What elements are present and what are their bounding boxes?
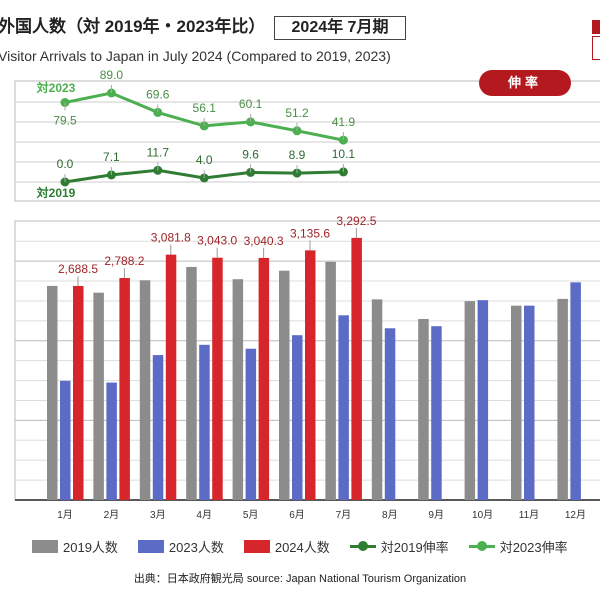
series-name-label: 対2023 [36, 80, 76, 95]
bar-2019人数 [557, 298, 568, 500]
x-tick-label: 9月 [428, 509, 444, 521]
legend-label: 2024人数 [274, 540, 330, 555]
period-box: 2024年 7月期 [274, 16, 406, 40]
bar-2024人数 [212, 257, 223, 500]
line-panel-frame [14, 80, 600, 202]
bar-2019人数 [418, 319, 429, 500]
x-tick-label: 6月 [289, 509, 305, 521]
bar-2019人数 [232, 279, 244, 500]
legend-vs2019: 対2019伸率 [349, 537, 449, 556]
bar-2019人数 [511, 305, 522, 500]
data-label: 69.6 [146, 87, 170, 101]
bar-data-label: 3,081.8 [151, 231, 191, 245]
bar-data-label: 3,040.3 [244, 234, 284, 248]
data-label: 9.6 [242, 147, 259, 161]
bar-data-label: 3,135.6 [290, 226, 330, 240]
bar-2024人数 [351, 237, 362, 500]
legend-line-vs2019 [349, 541, 376, 551]
bar-data-label: 2,788.2 [104, 254, 144, 268]
x-tick-label: 3月 [150, 509, 166, 521]
bar-2019人数 [371, 299, 383, 500]
data-label: 8.9 [289, 148, 306, 162]
legend: 2019人数 2023人数 2024人数 対2019伸率 対2023伸率 [32, 537, 568, 556]
legend-swatch-2024 [243, 540, 270, 553]
x-tick-label: 8月 [382, 509, 398, 521]
data-label: 41.9 [332, 115, 356, 129]
legend-2019: 2019人数 [32, 537, 118, 556]
data-label: 56.1 [193, 101, 217, 115]
bar-2019人数 [186, 266, 197, 500]
legend-label: 2023人数 [168, 540, 224, 555]
bar-2024人数 [119, 278, 130, 500]
bar-2023人数 [106, 382, 117, 500]
legend-label: 2019人数 [63, 540, 118, 555]
bar-2019人数 [325, 261, 336, 500]
bar-data-label: 2,688.5 [58, 262, 98, 276]
bar-2019人数 [279, 270, 290, 500]
bar-2023人数 [524, 305, 535, 500]
data-label: 7.1 [103, 150, 120, 164]
bar-2023人数 [245, 348, 257, 500]
bar-2023人数 [338, 315, 349, 500]
growth-rate-badge: 伸率 [479, 70, 571, 96]
data-label: 11.7 [147, 145, 170, 159]
legend-label: 対2019伸率 [380, 540, 449, 555]
x-tick-label: 4月 [196, 509, 212, 521]
bar-2019人数 [93, 292, 104, 500]
legend-swatch-2019 [32, 540, 58, 553]
x-tick-label: 10月 [472, 509, 493, 521]
bar-2023人数 [384, 328, 396, 500]
bar-2023人数 [152, 355, 164, 500]
chart-subtitle: Visitor Arrivals to Japan in July 2024 (… [0, 48, 391, 64]
bar-2023人数 [199, 344, 210, 500]
legend-2024: 2024人数 [243, 537, 330, 556]
bar-2019人数 [47, 285, 58, 500]
corner-decoration [592, 20, 600, 34]
source-note: 出典：日本政府観光局 source: Japan National Touris… [133, 573, 467, 585]
legend-line-vs2023 [468, 541, 495, 551]
bar-2023人数 [570, 282, 581, 500]
series-name-label: 対2019 [36, 185, 76, 200]
legend-vs2023: 対2023伸率 [468, 537, 568, 556]
bar-data-label: 3,043.0 [197, 234, 237, 248]
bar-2023人数 [477, 300, 489, 500]
data-label: 10.1 [332, 147, 356, 161]
x-tick-label: 5月 [243, 509, 259, 521]
bar-2019人数 [464, 301, 476, 500]
legend-label: 対2023伸率 [499, 540, 568, 555]
bar-2019人数 [139, 280, 151, 500]
bar-data-label: 3,292.5 [336, 214, 376, 228]
x-tick-label: 2月 [104, 509, 120, 521]
corner-decoration-frame [592, 36, 600, 60]
bar-2023人数 [60, 380, 71, 500]
legend-swatch-2023 [137, 540, 164, 553]
x-tick-label: 12月 [565, 509, 586, 521]
bar-2023人数 [292, 335, 303, 500]
bar-2024人数 [73, 285, 84, 500]
legend-2023: 2023人数 [137, 537, 224, 556]
data-label: 51.2 [285, 106, 309, 120]
data-label: 89.0 [100, 68, 124, 82]
bar-2023人数 [431, 326, 442, 500]
x-tick-label: 1月 [57, 509, 73, 521]
bar-2024人数 [165, 254, 177, 500]
chart-title: 外国人数（対 2019年・2023年比） [0, 17, 266, 36]
x-tick-label: 7月 [336, 509, 352, 521]
data-label: 0.0 [57, 157, 74, 171]
data-label: 60.1 [239, 97, 263, 111]
bar-2024人数 [258, 257, 270, 500]
data-label: 79.5 [53, 114, 77, 128]
bar-2024人数 [305, 250, 316, 500]
x-tick-label: 11月 [519, 509, 539, 521]
data-label: 4.0 [196, 153, 213, 167]
